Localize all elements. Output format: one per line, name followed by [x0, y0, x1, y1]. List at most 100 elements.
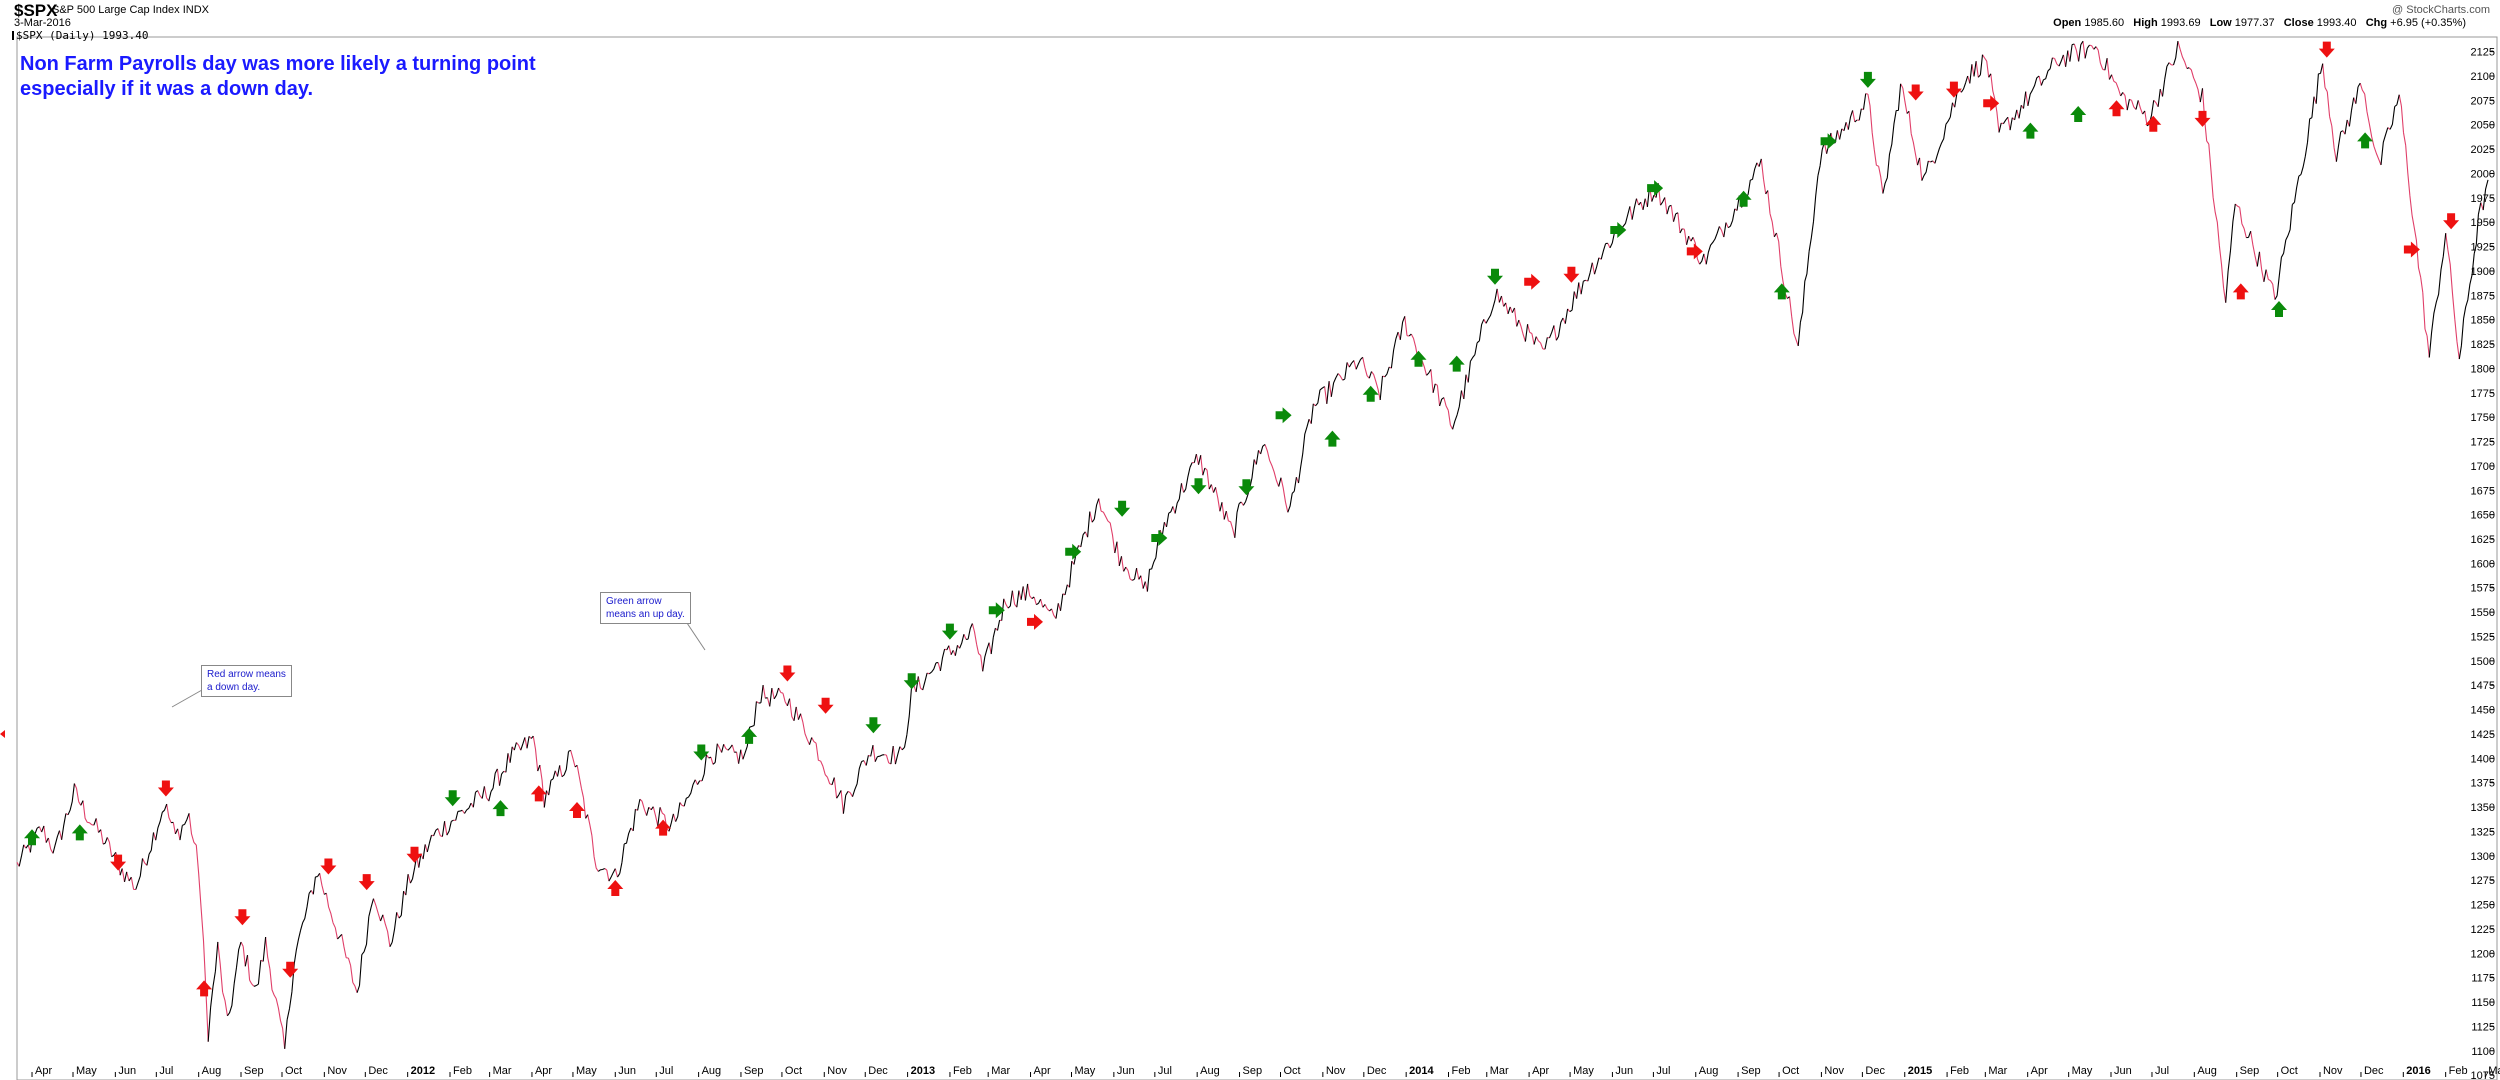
nfp-arrow-green	[1647, 180, 1664, 197]
x-tick-label: Jul	[1158, 1065, 1172, 1077]
nfp-arrow-green	[24, 829, 40, 846]
x-tick-label: Oct	[1782, 1065, 1799, 1077]
y-tick-label: 1450	[2471, 705, 2495, 717]
x-tick-label: Aug	[1699, 1065, 1719, 1077]
y-tick-label: 2075	[2471, 95, 2495, 107]
nfp-arrow-green	[1735, 190, 1752, 207]
nfp-arrow-red	[234, 909, 251, 926]
x-tick-label: Dec	[1865, 1065, 1885, 1077]
x-tick-label: Sep	[1741, 1065, 1761, 1077]
y-tick-label: 1650	[2471, 510, 2495, 522]
nfp-arrow-green	[1114, 500, 1131, 517]
x-tick-label: Jun	[1615, 1065, 1633, 1077]
nfp-arrow-red	[2232, 283, 2249, 300]
nfp-arrow-green	[492, 800, 509, 817]
green-arrow-callout: Green arrow means an up day.	[600, 592, 691, 624]
x-tick-label: Aug	[702, 1065, 722, 1077]
y-tick-label: 1700	[2471, 461, 2495, 473]
instrument-name: S&P 500 Large Cap Index INDX	[52, 4, 209, 16]
chg-label: Chg	[2365, 17, 2388, 29]
y-tick-label: 1375	[2471, 778, 2495, 790]
callout-pointers	[0, 619, 706, 738]
high-label: High	[2133, 17, 2158, 29]
y-tick-label: 1500	[2471, 656, 2495, 668]
x-tick-label: May	[576, 1065, 597, 1077]
nfp-arrow-green	[1487, 268, 1503, 285]
x-tick-label: Apr	[2031, 1065, 2048, 1077]
copyright-link[interactable]: @ StockCharts.com	[2392, 4, 2490, 16]
nfp-arrow-green	[1238, 479, 1255, 496]
y-tick-label: 1325	[2471, 826, 2495, 838]
y-tick-label: 1550	[2471, 607, 2495, 619]
x-tick-label: Sep	[744, 1065, 764, 1077]
x-tick-label: 2012	[411, 1065, 435, 1077]
x-tick-label: May	[2072, 1065, 2093, 1077]
nfp-arrow-red	[1686, 243, 1703, 260]
nfp-arrow-green	[1859, 71, 1876, 88]
y-tick-label: 1800	[2471, 363, 2495, 375]
nfp-arrow-red	[358, 874, 375, 891]
nfp-arrow-green	[1362, 385, 1379, 402]
x-tick-label: Nov	[327, 1065, 347, 1077]
annotation-text: Non Farm Payrolls day was more likely a …	[20, 52, 536, 102]
x-tick-label: 2013	[911, 1065, 935, 1077]
y-tick-label: 1200	[2471, 948, 2495, 960]
price-line-up-moves	[18, 40, 2489, 1049]
nfp-arrow-red	[779, 665, 796, 682]
nfp-arrow-green	[941, 623, 958, 640]
nfp-arrow-red	[1983, 95, 2000, 112]
x-tick-label: Sep	[2240, 1065, 2260, 1077]
close-label: Close	[2283, 17, 2314, 29]
y-tick-label: 1300	[2471, 851, 2495, 863]
ohlc-readout: Open 1985.60 High 1993.69 Low 1977.37 Cl…	[2053, 17, 2466, 29]
y-tick-label: 1475	[2471, 680, 2495, 692]
nfp-arrow-green	[71, 824, 88, 841]
x-tick-label: Jun	[2114, 1065, 2132, 1077]
series-label-text: $SPX (Daily) 1993.40	[16, 29, 149, 42]
y-tick-label: 1575	[2471, 583, 2495, 595]
y-tick-label: 1625	[2471, 534, 2495, 546]
y-tick-label: 1075	[2471, 1070, 2495, 1080]
nfp-arrow-green	[2357, 132, 2374, 149]
x-tick-label: May	[1573, 1065, 1594, 1077]
x-tick-label: Dec	[2364, 1065, 2384, 1077]
y-tick-label: 1900	[2471, 266, 2495, 278]
nfp-arrow-red	[1027, 613, 1043, 630]
nfp-arrow-red	[1945, 81, 1962, 98]
price-line-down-moves	[16, 40, 2484, 1049]
x-tick-label: Nov	[1824, 1065, 1844, 1077]
y-tick-label: 1750	[2471, 412, 2495, 424]
y-tick-label: 1525	[2471, 631, 2495, 643]
nfp-arrow-green	[2022, 122, 2039, 139]
x-tick-label: Feb	[953, 1065, 972, 1077]
nfp-arrow-green	[2271, 301, 2287, 317]
nfp-arrow-green	[1820, 133, 1837, 150]
instrument-full-name: S&P 500 Large Cap Index	[52, 4, 180, 16]
nfp-arrow-green	[1065, 543, 1082, 560]
nfp-arrow-green	[865, 717, 882, 734]
y-tick-label: 1425	[2471, 729, 2495, 741]
red-callout-pointer	[171, 689, 203, 708]
nfp-arrow-green	[1324, 430, 1341, 447]
y-tick-label: 1100	[2471, 1046, 2495, 1058]
y-tick-label: 1600	[2471, 558, 2495, 570]
x-tick-label: 2016	[2406, 1065, 2430, 1077]
x-tick-label: Aug	[2197, 1065, 2217, 1077]
x-tick-label: Feb	[1452, 1065, 1471, 1077]
x-tick-label: Nov	[2323, 1065, 2343, 1077]
x-tick-label: Jul	[2155, 1065, 2169, 1077]
x-tick-label: Jul	[659, 1065, 673, 1077]
x-tick-label: Dec	[368, 1065, 388, 1077]
chg-value: +6.95 (+0.35%)	[2390, 17, 2466, 29]
x-tick-label: May	[1075, 1065, 1096, 1077]
nfp-arrow-red	[2145, 115, 2162, 132]
y-tick-label: 1175	[2471, 973, 2495, 985]
x-tick-label: Oct	[285, 1065, 302, 1077]
nfp-arrow-red	[655, 819, 672, 836]
x-axis: Apr May Jun Jul Aug Sep Oct Nov Dec 2012 Feb Mar Apr…	[31, 1065, 2500, 1077]
x-tick-label: Apr	[1034, 1065, 1051, 1077]
annotation-line-2: especially if it was a down day.	[20, 78, 314, 100]
y-tick-label: 1150	[2471, 997, 2495, 1009]
x-tick-label: Mar	[1490, 1065, 1509, 1077]
